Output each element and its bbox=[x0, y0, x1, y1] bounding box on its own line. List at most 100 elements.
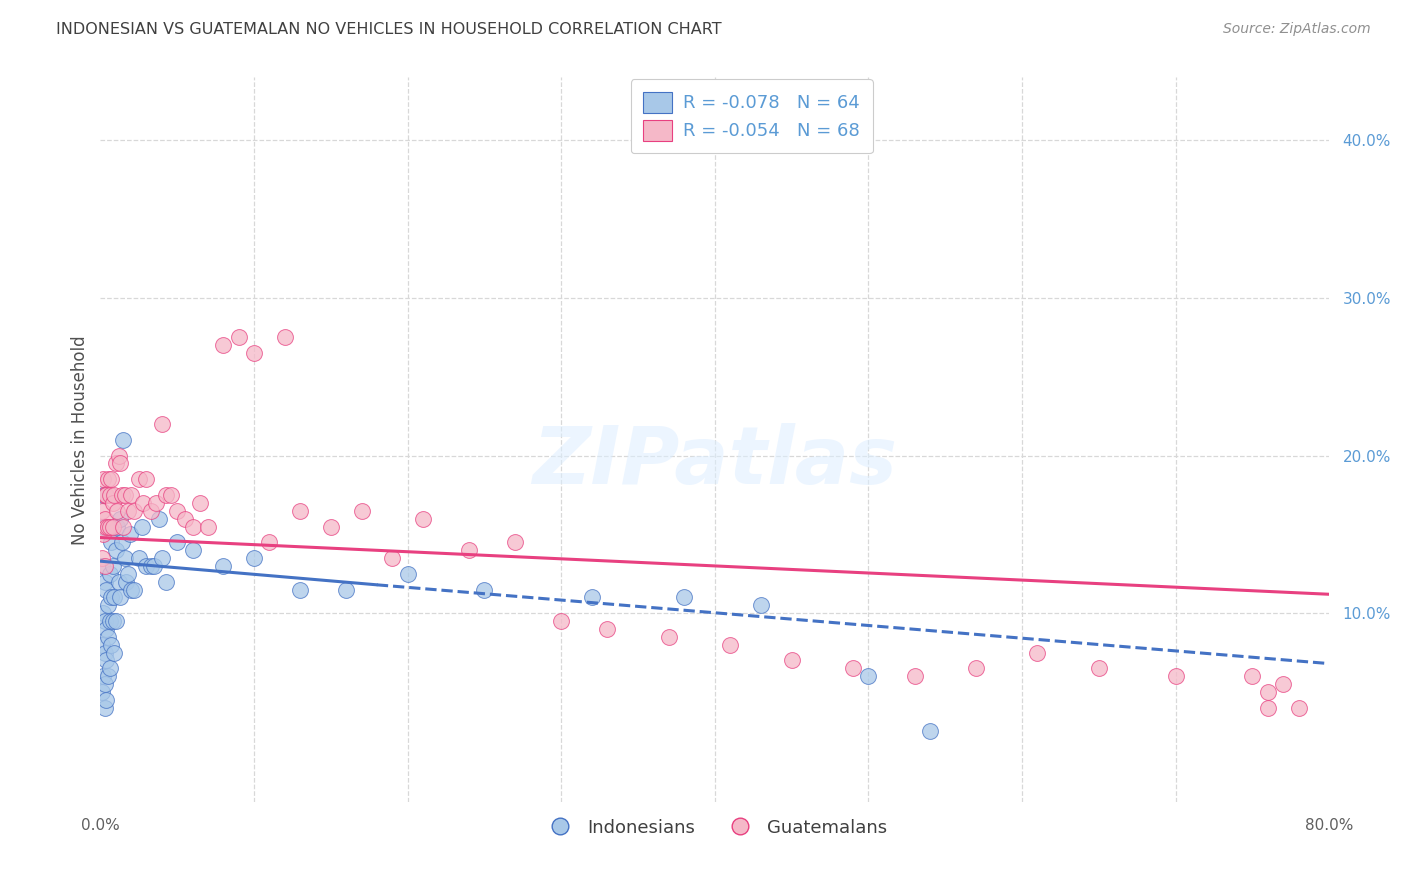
Point bbox=[94, 700, 117, 714]
Point bbox=[96, 488, 118, 502]
Point bbox=[150, 551, 173, 566]
Point bbox=[143, 558, 166, 573]
Point bbox=[93, 519, 115, 533]
Point bbox=[100, 638, 122, 652]
Point bbox=[1272, 677, 1295, 691]
Point bbox=[122, 582, 145, 597]
Point bbox=[155, 488, 177, 502]
Point bbox=[903, 669, 925, 683]
Point bbox=[243, 551, 266, 566]
Point bbox=[104, 457, 127, 471]
Point bbox=[97, 669, 120, 683]
Point bbox=[842, 661, 865, 675]
Point bbox=[90, 685, 112, 699]
Point bbox=[90, 638, 112, 652]
Point bbox=[101, 614, 124, 628]
Point bbox=[98, 566, 121, 581]
Point bbox=[132, 496, 155, 510]
Point bbox=[1257, 700, 1279, 714]
Point bbox=[114, 551, 136, 566]
Point bbox=[243, 346, 266, 360]
Point bbox=[150, 417, 173, 431]
Point bbox=[93, 606, 115, 620]
Y-axis label: No Vehicles in Household: No Vehicles in Household bbox=[72, 335, 89, 545]
Point bbox=[110, 591, 132, 605]
Point bbox=[412, 511, 434, 525]
Point bbox=[97, 519, 120, 533]
Point bbox=[93, 527, 115, 541]
Point bbox=[288, 504, 311, 518]
Point bbox=[103, 591, 125, 605]
Point bbox=[94, 614, 117, 628]
Point bbox=[94, 677, 117, 691]
Point bbox=[100, 472, 122, 486]
Point bbox=[100, 535, 122, 549]
Point bbox=[101, 558, 124, 573]
Point bbox=[120, 488, 142, 502]
Point bbox=[105, 519, 128, 533]
Point bbox=[139, 558, 162, 573]
Point bbox=[96, 622, 118, 636]
Point bbox=[658, 630, 681, 644]
Point bbox=[94, 574, 117, 589]
Point bbox=[148, 511, 170, 525]
Text: Source: ZipAtlas.com: Source: ZipAtlas.com bbox=[1223, 22, 1371, 37]
Point bbox=[259, 535, 281, 549]
Point bbox=[107, 449, 129, 463]
Point bbox=[131, 519, 153, 533]
Point bbox=[718, 638, 741, 652]
Point bbox=[139, 504, 162, 518]
Point bbox=[114, 488, 136, 502]
Point bbox=[98, 519, 121, 533]
Point bbox=[96, 519, 118, 533]
Point bbox=[93, 488, 115, 502]
Point bbox=[96, 653, 118, 667]
Point bbox=[90, 504, 112, 518]
Point bbox=[181, 519, 204, 533]
Point bbox=[673, 591, 696, 605]
Point bbox=[1088, 661, 1111, 675]
Point bbox=[128, 472, 150, 486]
Point bbox=[918, 724, 941, 739]
Point bbox=[96, 693, 118, 707]
Point bbox=[107, 574, 129, 589]
Point bbox=[96, 582, 118, 597]
Point bbox=[1257, 685, 1279, 699]
Point bbox=[319, 519, 342, 533]
Point bbox=[93, 472, 115, 486]
Point bbox=[188, 496, 211, 510]
Point bbox=[212, 558, 235, 573]
Text: INDONESIAN VS GUATEMALAN NO VEHICLES IN HOUSEHOLD CORRELATION CHART: INDONESIAN VS GUATEMALAN NO VEHICLES IN … bbox=[56, 22, 721, 37]
Point bbox=[160, 488, 183, 502]
Point bbox=[749, 599, 772, 613]
Point bbox=[112, 519, 135, 533]
Point bbox=[110, 511, 132, 525]
Point bbox=[97, 630, 120, 644]
Point bbox=[90, 558, 112, 573]
Point bbox=[103, 488, 125, 502]
Point bbox=[118, 527, 141, 541]
Point bbox=[104, 543, 127, 558]
Point bbox=[98, 661, 121, 675]
Point bbox=[105, 504, 128, 518]
Point bbox=[94, 646, 117, 660]
Point bbox=[93, 669, 115, 683]
Point bbox=[458, 543, 481, 558]
Point bbox=[396, 566, 419, 581]
Point bbox=[90, 551, 112, 566]
Point bbox=[166, 535, 188, 549]
Point bbox=[596, 622, 619, 636]
Point bbox=[98, 488, 121, 502]
Point bbox=[273, 330, 295, 344]
Point bbox=[110, 457, 132, 471]
Point bbox=[97, 599, 120, 613]
Point bbox=[128, 551, 150, 566]
Point bbox=[350, 504, 373, 518]
Point bbox=[104, 614, 127, 628]
Point bbox=[112, 433, 135, 447]
Point bbox=[228, 330, 250, 344]
Point bbox=[780, 653, 803, 667]
Point bbox=[103, 646, 125, 660]
Point bbox=[117, 504, 139, 518]
Point bbox=[98, 614, 121, 628]
